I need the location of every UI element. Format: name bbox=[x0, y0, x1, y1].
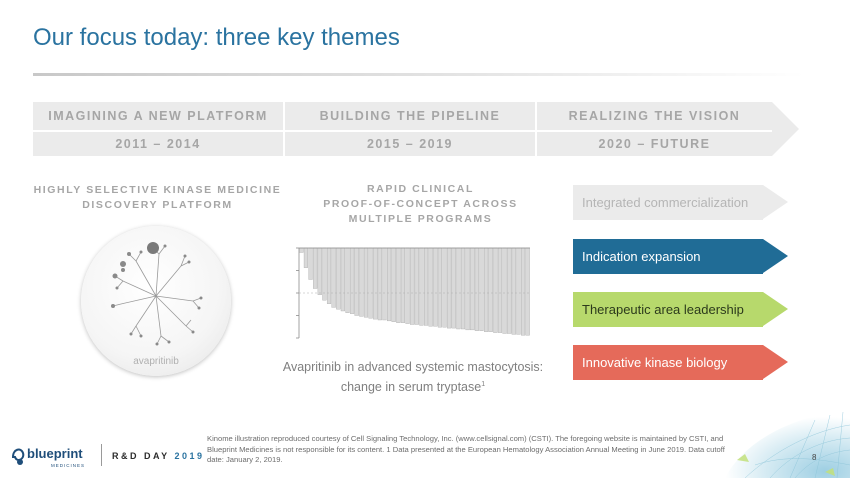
waterfall-bar bbox=[447, 247, 452, 329]
avapritinib-label: avapritinib bbox=[133, 356, 179, 367]
waterfall-bar bbox=[340, 247, 345, 312]
kinome-tree-icon bbox=[111, 242, 203, 346]
decorative-sphere-graphic bbox=[725, 410, 850, 478]
waterfall-bar bbox=[308, 247, 313, 280]
page-title: Our focus today: three key themes bbox=[33, 24, 400, 51]
pipeline-heading-line2: PROOF-OF-CONCEPT ACROSS bbox=[323, 198, 518, 210]
waterfall-bar bbox=[428, 247, 433, 327]
waterfall-bar bbox=[470, 247, 475, 331]
waterfall-bar bbox=[396, 247, 401, 323]
brand-name: blueprint bbox=[27, 446, 83, 461]
phase-3-name: REALIZING THE VISION bbox=[537, 102, 772, 130]
page-number: 8 bbox=[812, 453, 817, 462]
pipeline-heading-line1: RAPID CLINICAL bbox=[367, 183, 474, 195]
waterfall-bar bbox=[400, 247, 406, 323]
waterfall-bar bbox=[368, 247, 373, 319]
footer-divider bbox=[101, 444, 102, 466]
kinome-tree-image: avapritinib bbox=[81, 226, 231, 376]
pipeline-heading-line3: MULTIPLE PROGRAMS bbox=[348, 213, 493, 225]
waterfall-bar bbox=[354, 247, 359, 316]
waterfall-bar bbox=[460, 247, 466, 330]
waterfall-bar bbox=[507, 247, 512, 334]
waterfall-bar bbox=[345, 247, 350, 313]
event-label: R&D DAY 2019 bbox=[112, 451, 205, 461]
waterfall-bar bbox=[437, 247, 442, 328]
chart-caption: Avapritinib in advanced systemic mastocy… bbox=[278, 359, 548, 396]
phase-1-years: 2011 – 2014 bbox=[33, 130, 285, 156]
waterfall-bar bbox=[493, 247, 498, 333]
waterfall-bar bbox=[419, 247, 424, 326]
phase-timeline: IMAGINING A NEW PLATFORM BUILDING THE PI… bbox=[33, 102, 799, 156]
waterfall-bar bbox=[451, 247, 456, 329]
blueprint-logo: blueprint MEDICINES bbox=[11, 446, 85, 468]
pipeline-heading: RAPID CLINICAL PROOF-OF-CONCEPT ACROSS M… bbox=[308, 182, 533, 227]
brand-sub: MEDICINES bbox=[51, 463, 85, 468]
waterfall-bar bbox=[350, 247, 355, 314]
integrated-commercialization-arrow: Integrated commercialization bbox=[573, 185, 788, 220]
waterfall-bar bbox=[331, 247, 336, 308]
waterfall-bar bbox=[479, 247, 484, 331]
waterfall-bar bbox=[359, 247, 364, 317]
platform-heading-line1: HIGHLY SELECTIVE KINASE MEDICINE bbox=[33, 184, 282, 196]
phase-2-name: BUILDING THE PIPELINE bbox=[285, 102, 537, 130]
waterfall-bar bbox=[474, 247, 479, 331]
waterfall-bar bbox=[502, 247, 507, 334]
chart-caption-line2: change in serum tryptase bbox=[340, 380, 482, 395]
waterfall-bar bbox=[516, 247, 521, 335]
footnote-text: Kinome illustration reproduced courtesy … bbox=[207, 434, 725, 464]
waterfall-bar bbox=[391, 247, 396, 322]
waterfall-bar bbox=[497, 247, 503, 333]
waterfall-bar bbox=[410, 247, 415, 325]
innovative-kinase-biology-arrow: Innovative kinase biology bbox=[573, 345, 788, 380]
waterfall-bar bbox=[511, 247, 516, 335]
waterfall-bar bbox=[303, 247, 308, 268]
waterfall-bar bbox=[377, 247, 382, 321]
therapeutic-area-leadership-arrow: Therapeutic area leadership bbox=[573, 292, 788, 327]
waterfall-bar bbox=[414, 247, 419, 325]
waterfall-bar bbox=[423, 247, 429, 326]
waterfall-bar bbox=[465, 247, 470, 331]
chart-caption-line1: Avapritinib in advanced systemic mastocy… bbox=[282, 360, 544, 374]
event-prefix: R&D DAY bbox=[112, 451, 170, 461]
event-year: 2019 bbox=[174, 451, 205, 461]
waterfall-bar bbox=[317, 247, 322, 295]
waterfall-bar bbox=[373, 247, 378, 320]
waterfall-bar bbox=[382, 247, 387, 321]
waterfall-bar bbox=[336, 247, 341, 310]
waterfall-bar bbox=[363, 247, 369, 318]
waterfall-bar bbox=[456, 247, 461, 330]
phase-1-name: IMAGINING A NEW PLATFORM bbox=[33, 102, 285, 130]
indication-expansion-arrow: Indication expansion bbox=[573, 239, 788, 274]
waterfall-bar bbox=[322, 247, 327, 301]
tryptase-waterfall-chart bbox=[296, 247, 530, 339]
waterfall-bar bbox=[442, 247, 447, 328]
timeline-arrow-icon bbox=[772, 102, 799, 156]
phase-3-years: 2020 – FUTURE bbox=[537, 130, 772, 156]
waterfall-bar bbox=[387, 247, 392, 322]
waterfall-bar bbox=[521, 247, 526, 336]
phase-2-years: 2015 – 2019 bbox=[285, 130, 537, 156]
title-divider bbox=[33, 73, 805, 76]
waterfall-bar bbox=[488, 247, 493, 332]
waterfall-bar bbox=[299, 247, 304, 253]
platform-heading: HIGHLY SELECTIVE KINASE MEDICINE DISCOVE… bbox=[25, 183, 290, 213]
waterfall-bar bbox=[326, 247, 332, 304]
platform-heading-line2: DISCOVERY PLATFORM bbox=[82, 199, 233, 211]
footnote-marker: 1 bbox=[481, 381, 486, 388]
waterfall-bar bbox=[525, 247, 530, 336]
waterfall-bar bbox=[313, 247, 318, 289]
waterfall-bar bbox=[405, 247, 410, 324]
waterfall-bar bbox=[484, 247, 489, 332]
waterfall-bar bbox=[433, 247, 438, 327]
